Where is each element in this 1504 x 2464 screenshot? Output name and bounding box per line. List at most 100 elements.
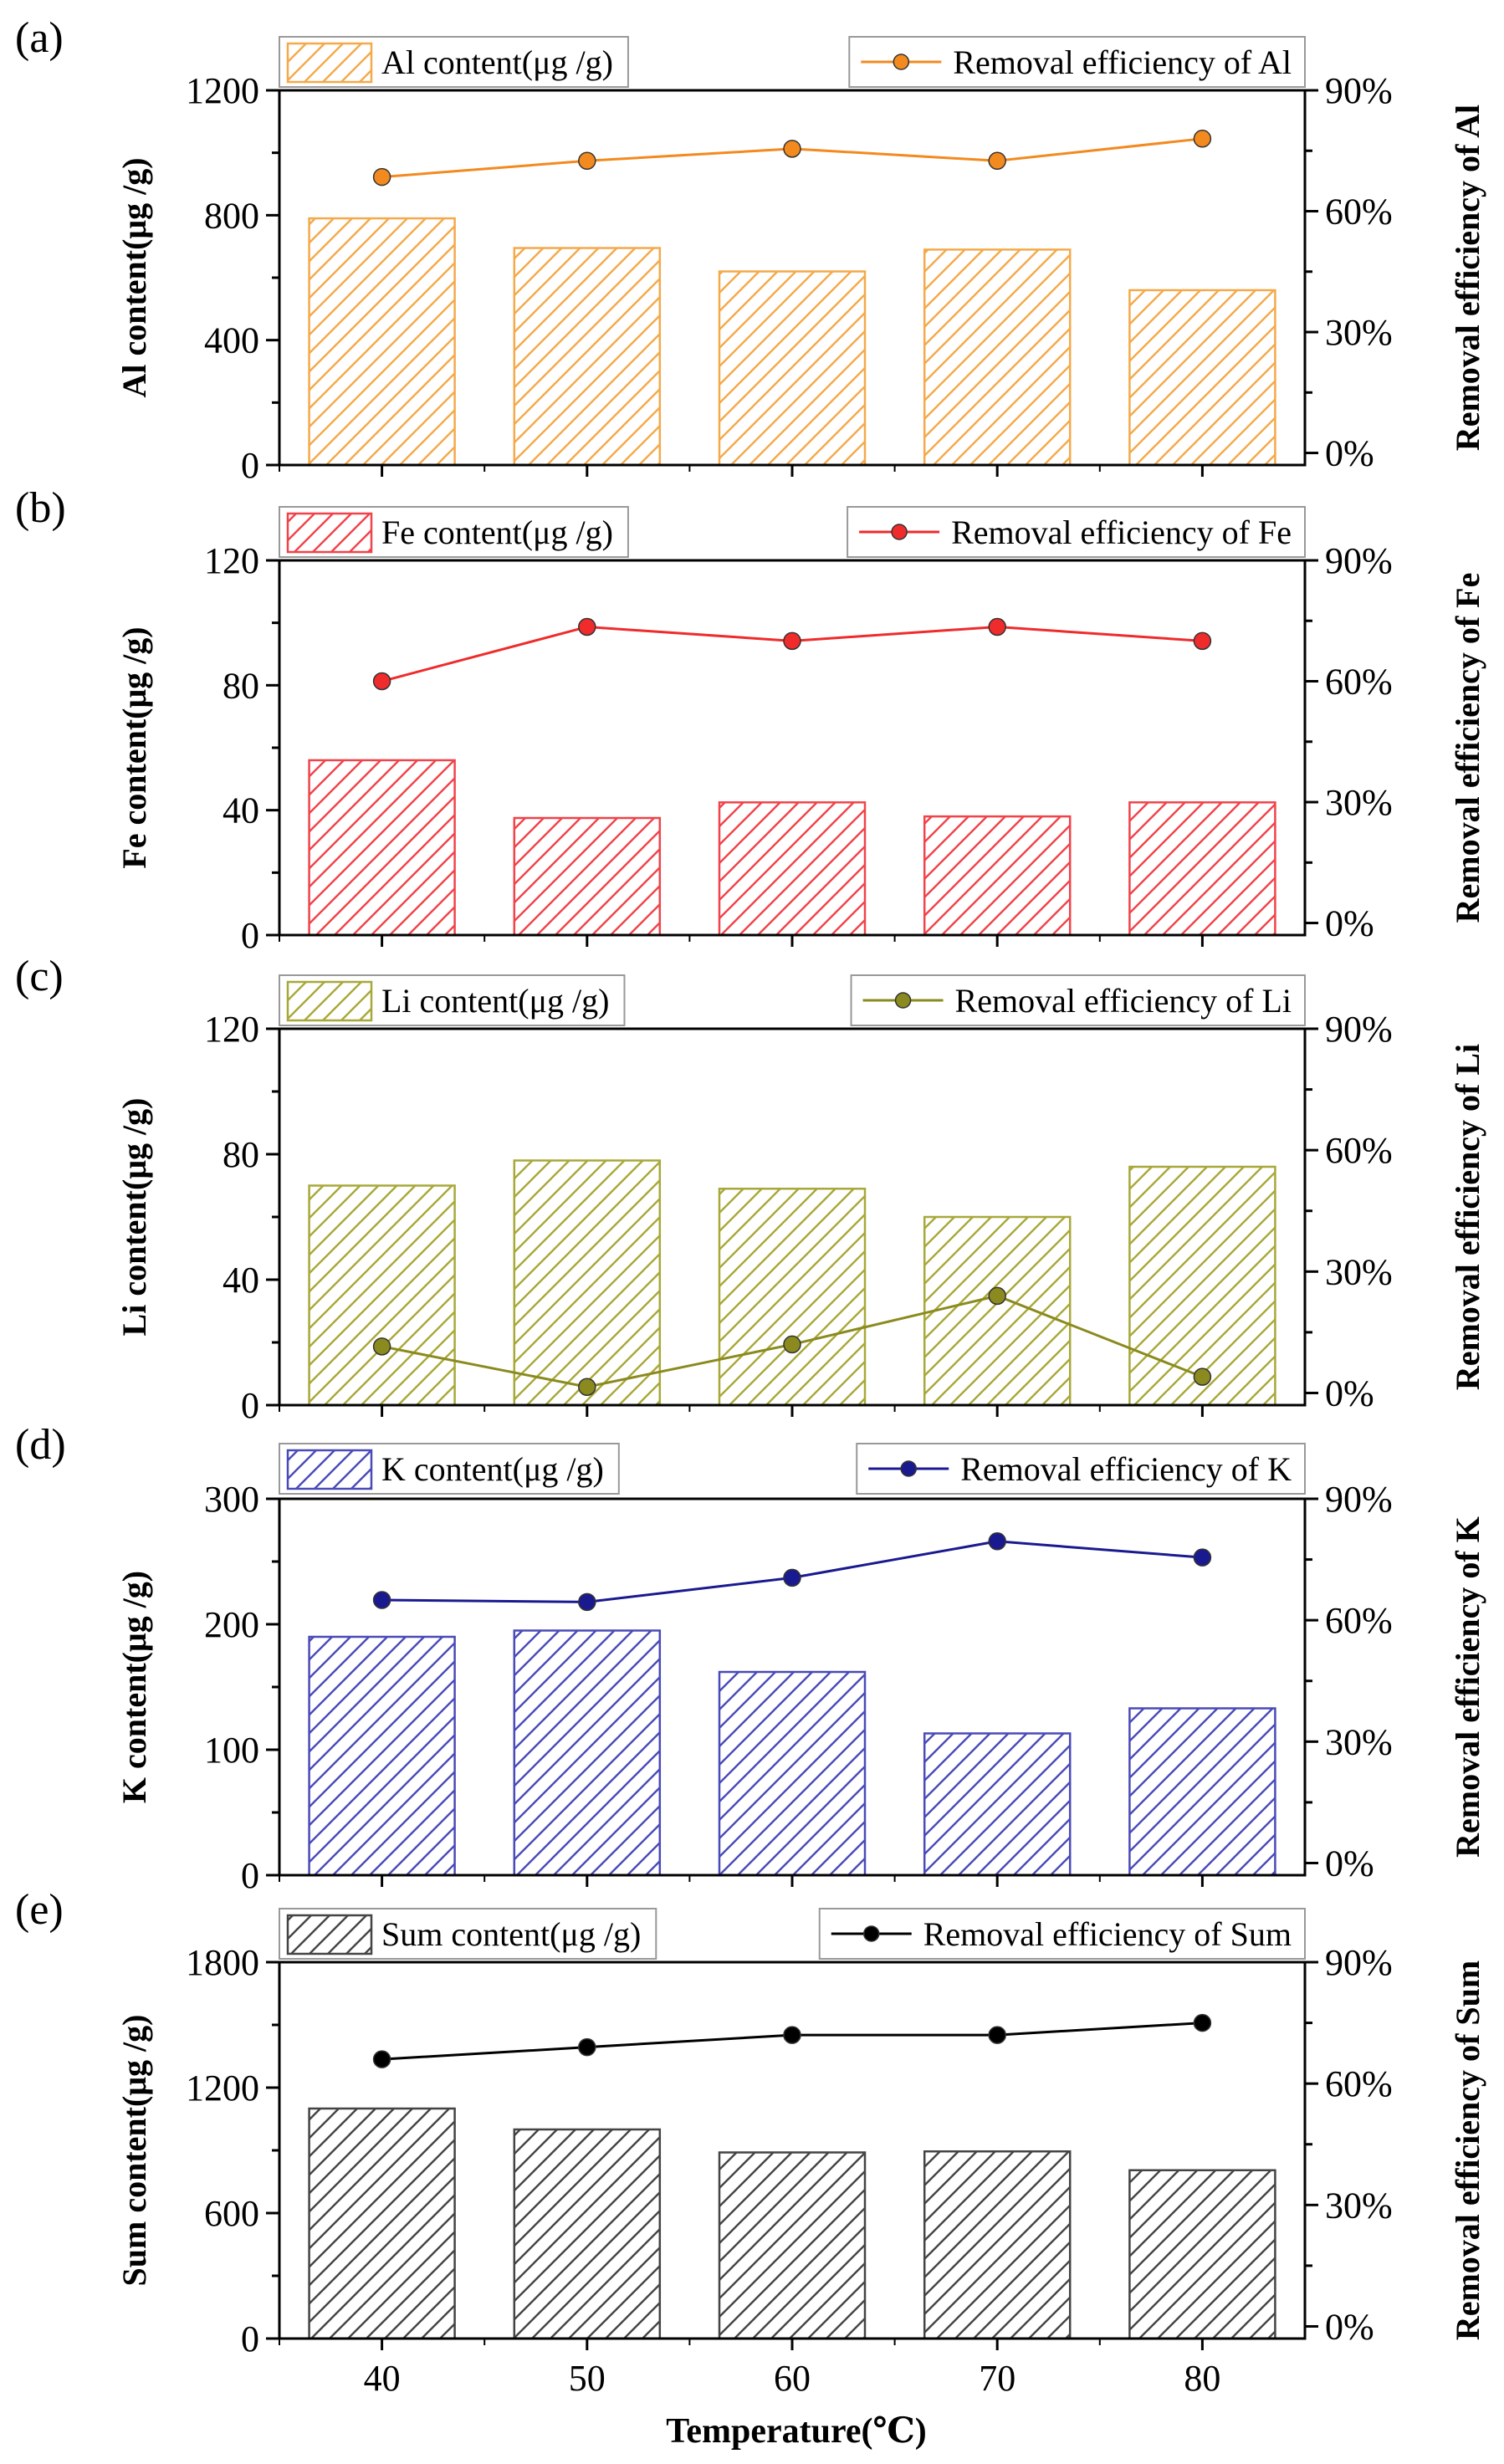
bar-50 (513, 247, 662, 467)
left-tick-label: 100 (204, 1730, 259, 1771)
efficiency-point-70 (988, 617, 1006, 636)
svg-text:Al content(μg /g): Al content(μg /g) (381, 43, 613, 81)
right-tick-label: 90% (1325, 1009, 1393, 1050)
efficiency-point-40 (372, 1337, 391, 1356)
svg-text:Removal efficiency of Al: Removal efficiency of Al (953, 43, 1292, 81)
left-tick-label: 800 (204, 195, 259, 236)
left-tick-label: 0 (241, 1385, 259, 1426)
bar-50 (513, 2128, 662, 2340)
right-tick-label: 90% (1325, 1942, 1393, 1983)
legend-line: Removal efficiency of Fe (847, 506, 1306, 558)
efficiency-point-40 (372, 1591, 391, 1609)
right-tick-label: 30% (1325, 2185, 1393, 2226)
bar-80 (1128, 1165, 1276, 1407)
right-tick-label: 60% (1325, 1600, 1393, 1641)
x-tick-label-60: 60 (774, 2358, 811, 2399)
x-tick-label-40: 40 (364, 2358, 401, 2399)
efficiency-point-80 (1193, 130, 1212, 148)
legend-line: Removal efficiency of K (856, 1443, 1306, 1495)
right-tick-label: 60% (1325, 1130, 1393, 1171)
right-tick-label: 30% (1325, 312, 1393, 353)
efficiency-point-50 (578, 1592, 596, 1612)
left-tick-label: 120 (204, 540, 259, 581)
panel-tag: (e) (15, 1886, 64, 1934)
efficiency-point-50 (578, 151, 596, 171)
efficiency-point-40 (372, 167, 391, 187)
efficiency-point-70 (988, 2026, 1006, 2044)
x-tick-label-50: 50 (569, 2358, 606, 2399)
panel-c: 0 40 80 120 0% 30% 60% 90% Li content(μg /g) Remo… (15, 953, 1486, 1426)
bar-70 (923, 1732, 1072, 1877)
bar-60 (718, 270, 867, 467)
right-tick-label: 0% (1325, 903, 1374, 944)
left-tick-label: 0 (241, 915, 259, 956)
right-tick-label: 90% (1325, 1479, 1393, 1520)
right-tick-label: 90% (1325, 540, 1393, 581)
bar-70 (923, 248, 1072, 467)
efficiency-point-60 (783, 140, 801, 158)
x-axis-label: Temperature(℃) (666, 2412, 927, 2451)
legend-bar: K content(μg /g) (279, 1443, 620, 1495)
right-tick-label: 0% (1325, 1843, 1374, 1884)
panel-a: 0 400 800 1200 0% 30% 60% 90% Al content(μg /g) R… (15, 14, 1486, 486)
right-tick-label: 30% (1325, 1721, 1393, 1762)
right-tick-label: 60% (1325, 2063, 1393, 2104)
bar-70 (923, 2150, 1072, 2340)
svg-text:Removal efficiency of Fe: Removal efficiency of Fe (951, 514, 1292, 551)
right-tick-label: 60% (1325, 662, 1393, 703)
right-tick-label: 60% (1325, 192, 1393, 233)
bar-70 (923, 1215, 1072, 1407)
bar-80 (1128, 1707, 1276, 1877)
bar-80 (1128, 289, 1276, 467)
left-axis-title: K content(μg /g) (115, 1571, 153, 1803)
legend-bar: Sum content(μg /g) (279, 1908, 657, 1960)
legend-line: Removal efficiency of Sum (818, 1908, 1306, 1960)
legend-line: Removal efficiency of Li (850, 974, 1306, 1026)
left-tick-label: 1200 (186, 2068, 259, 2109)
left-tick-label: 80 (223, 665, 259, 706)
bar-60 (718, 801, 867, 937)
bar-40 (308, 1184, 456, 1407)
left-tick-label: 200 (204, 1604, 259, 1645)
panel-b: 0 40 80 120 0% 30% 60% 90% Fe content(μg /g) Remo… (15, 484, 1486, 956)
legend-bar: Li content(μg /g) (279, 974, 626, 1026)
legend-bar: Fe content(μg /g) (279, 506, 629, 558)
left-tick-label: 0 (241, 2318, 259, 2359)
efficiency-point-60 (783, 1568, 801, 1587)
left-tick-label: 0 (241, 1855, 259, 1896)
efficiency-point-50 (578, 2037, 596, 2057)
left-tick-label: 120 (204, 1009, 259, 1050)
bar-40 (308, 2107, 456, 2340)
left-axis-title: Li content(μg /g) (115, 1098, 153, 1337)
panel-tag: (c) (15, 953, 64, 1000)
bar-60 (718, 1670, 867, 1877)
right-axis-title: Removal efficiency of Sum (1449, 1960, 1486, 2340)
right-tick-label: 0% (1325, 433, 1374, 474)
left-tick-label: 0 (241, 445, 259, 486)
bar-40 (308, 759, 456, 937)
efficiency-point-60 (783, 1335, 801, 1354)
bar-60 (718, 2151, 867, 2340)
right-tick-label: 90% (1325, 70, 1393, 111)
bar-80 (1128, 2169, 1276, 2340)
bar-50 (513, 816, 662, 937)
panel-e: 0 600 1200 1800 0% 30% 60% 90% 40 50 60 70 80 Sum con… (15, 1886, 1486, 2399)
right-tick-label: 0% (1325, 2306, 1374, 2347)
bar-50 (513, 1629, 662, 1877)
svg-text:Removal efficiency of Li: Removal efficiency of Li (955, 982, 1292, 1020)
bar-60 (718, 1188, 867, 1407)
bar-40 (308, 217, 456, 467)
efficiency-point-70 (988, 1532, 1006, 1551)
efficiency-point-60 (783, 2026, 801, 2044)
efficiency-point-70 (988, 151, 1006, 171)
x-tick-label-80: 80 (1184, 2358, 1220, 2399)
svg-text:Removal efficiency of Sum: Removal efficiency of Sum (923, 1915, 1292, 1953)
left-tick-label: 1800 (186, 1942, 259, 1983)
right-axis-title: Removal efficiency of Li (1449, 1044, 1486, 1390)
left-axis-title: Sum content(μg /g) (115, 2015, 153, 2287)
left-axis-title: Fe content(μg /g) (115, 626, 153, 868)
left-axis-title: Al content(μg /g) (115, 157, 153, 397)
bar-80 (1128, 801, 1276, 937)
left-tick-label: 40 (223, 1260, 259, 1301)
